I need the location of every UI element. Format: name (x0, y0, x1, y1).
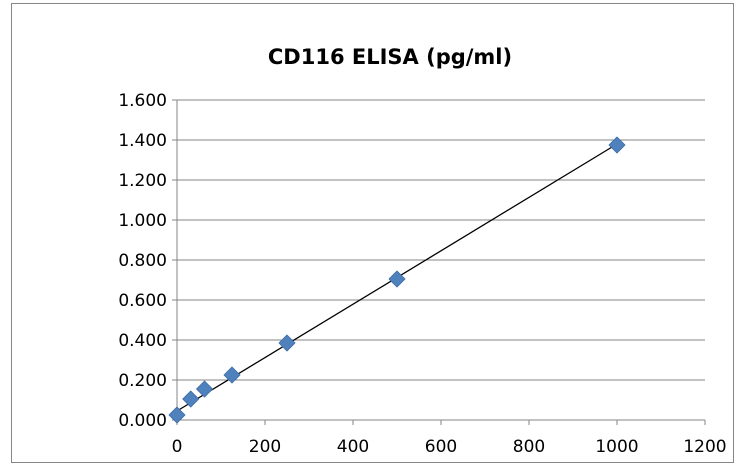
data-point (168, 406, 186, 424)
y-tick-label: 0.000 (118, 411, 167, 431)
y-tick-label: 1.400 (118, 131, 167, 151)
y-tick-label: 1.600 (118, 91, 167, 111)
data-points (168, 136, 626, 424)
x-tick-label: 800 (513, 437, 545, 457)
data-point (223, 366, 241, 384)
data-point (608, 136, 626, 154)
axes (172, 99, 706, 425)
data-point (278, 334, 296, 352)
y-tick-label: 1.200 (118, 171, 167, 191)
y-axis-tick-labels: 0.000 0.200 0.400 0.600 0.800 1.000 1.200 1.400… (118, 91, 167, 431)
chart-frame (11, 3, 734, 463)
x-axis-tick-labels: 0 200 400 600 800 1000 1200 (172, 437, 727, 457)
x-tick-label: 0 (172, 437, 183, 457)
y-tick-label: 0.200 (118, 371, 167, 391)
data-point (388, 270, 406, 288)
x-tick-label: 200 (249, 437, 281, 457)
x-tick-label: 1200 (683, 437, 726, 457)
x-tick-label: 400 (337, 437, 369, 457)
data-point (195, 380, 214, 398)
y-tick-label: 0.800 (118, 251, 167, 271)
x-tick-label: 1000 (595, 437, 638, 457)
y-tick-label: 1.000 (118, 211, 167, 231)
chart-title: CD116 ELISA (pg/ml) (268, 45, 512, 69)
y-tick-label: 0.600 (118, 291, 167, 311)
data-point (182, 390, 200, 408)
gridlines (177, 99, 705, 381)
x-tick-label: 600 (425, 437, 457, 457)
y-tick-label: 0.400 (118, 331, 167, 351)
